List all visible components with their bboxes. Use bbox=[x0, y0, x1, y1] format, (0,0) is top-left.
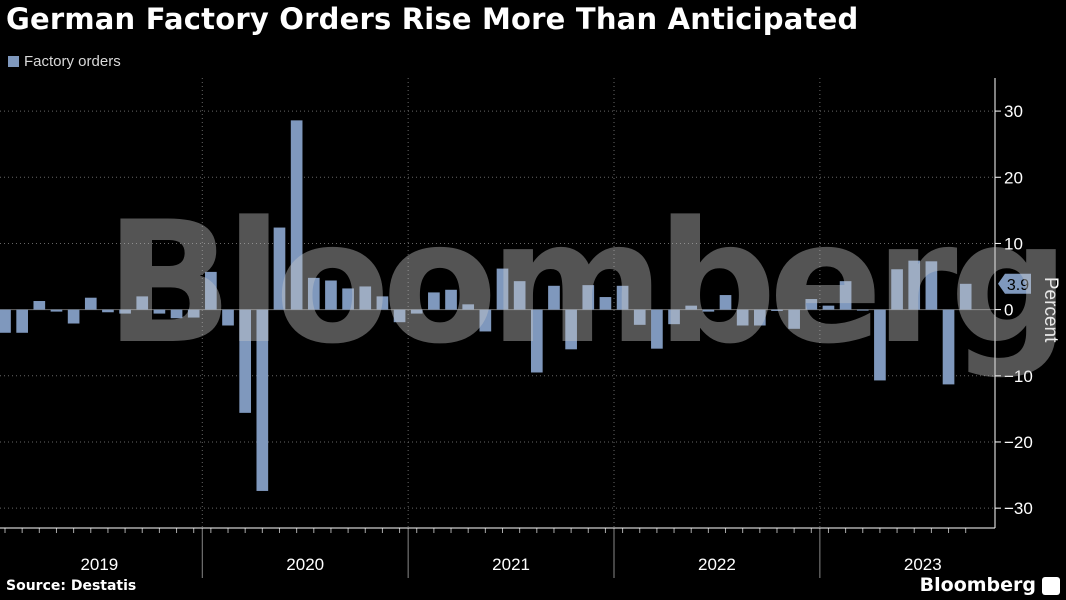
bar bbox=[462, 304, 475, 310]
bar bbox=[874, 309, 886, 381]
bar bbox=[822, 305, 835, 310]
brand-logo: Bloomberg bbox=[919, 574, 1036, 596]
chart-title: German Factory Orders Rise More Than Ant… bbox=[6, 2, 859, 36]
source-note: Source: Destatis bbox=[6, 578, 137, 594]
bar bbox=[119, 309, 131, 314]
bar bbox=[256, 309, 269, 491]
bar bbox=[205, 271, 217, 310]
bar bbox=[325, 280, 337, 310]
bar bbox=[839, 281, 852, 310]
y-tick-label: −10 bbox=[1004, 367, 1033, 386]
bar bbox=[496, 268, 509, 310]
last-value-label: 3.9 bbox=[1007, 277, 1029, 294]
bar bbox=[307, 277, 320, 310]
bar bbox=[753, 309, 766, 326]
x-tick-label: 2022 bbox=[698, 555, 736, 574]
bar bbox=[719, 295, 732, 310]
bar bbox=[668, 309, 680, 325]
bar bbox=[908, 260, 921, 310]
bar bbox=[273, 227, 286, 310]
bar bbox=[616, 285, 629, 310]
bar bbox=[788, 309, 800, 329]
bar bbox=[959, 283, 972, 310]
bar bbox=[153, 309, 166, 314]
bar bbox=[891, 269, 903, 310]
bar bbox=[376, 296, 389, 310]
x-tick-label: 2019 bbox=[80, 555, 118, 574]
bar bbox=[410, 309, 423, 314]
bar bbox=[428, 292, 440, 310]
bar bbox=[50, 309, 63, 312]
y-tick-label: 30 bbox=[1004, 102, 1023, 121]
bar bbox=[445, 289, 457, 310]
y-tick-label: 0 bbox=[1004, 301, 1013, 320]
y-axis-label: Percent bbox=[1040, 277, 1061, 343]
y-tick-label: 20 bbox=[1004, 168, 1023, 187]
bar bbox=[16, 309, 28, 333]
bar bbox=[187, 309, 200, 318]
x-tick-label: 2023 bbox=[904, 555, 942, 574]
bar bbox=[565, 309, 577, 350]
bar bbox=[359, 286, 372, 310]
bar bbox=[925, 261, 938, 310]
bar bbox=[771, 309, 783, 311]
bar bbox=[599, 297, 612, 310]
bar bbox=[84, 297, 97, 310]
bar bbox=[548, 285, 560, 310]
x-tick-label: 2021 bbox=[492, 555, 530, 574]
bar bbox=[856, 309, 869, 311]
bar bbox=[736, 309, 749, 326]
last-value-badge bbox=[998, 273, 1031, 294]
bar bbox=[651, 309, 663, 349]
bar bbox=[170, 309, 183, 319]
x-tick-label: 2020 bbox=[286, 555, 324, 574]
bar bbox=[290, 120, 303, 310]
bar bbox=[33, 301, 46, 310]
bar bbox=[222, 309, 234, 326]
bar bbox=[342, 288, 354, 310]
bar bbox=[805, 299, 818, 310]
bar bbox=[513, 281, 526, 310]
legend: Factory orders bbox=[8, 53, 121, 70]
bar bbox=[702, 309, 715, 312]
bar bbox=[102, 309, 114, 313]
bloomberg-chart-icon bbox=[1042, 577, 1060, 595]
y-tick-label: −20 bbox=[1004, 433, 1033, 452]
bar bbox=[67, 309, 80, 324]
bar bbox=[239, 309, 252, 413]
bar bbox=[582, 285, 595, 310]
bar bbox=[393, 309, 406, 323]
bar bbox=[633, 309, 646, 325]
legend-label: Factory orders bbox=[24, 53, 121, 70]
y-tick-label: −30 bbox=[1004, 499, 1033, 518]
bar bbox=[136, 296, 149, 310]
legend-swatch bbox=[8, 56, 19, 67]
y-tick-label: 10 bbox=[1004, 234, 1023, 253]
bar bbox=[685, 305, 698, 310]
bar bbox=[479, 309, 492, 332]
bar bbox=[0, 309, 11, 333]
bar bbox=[530, 309, 543, 373]
bar bbox=[942, 309, 955, 385]
